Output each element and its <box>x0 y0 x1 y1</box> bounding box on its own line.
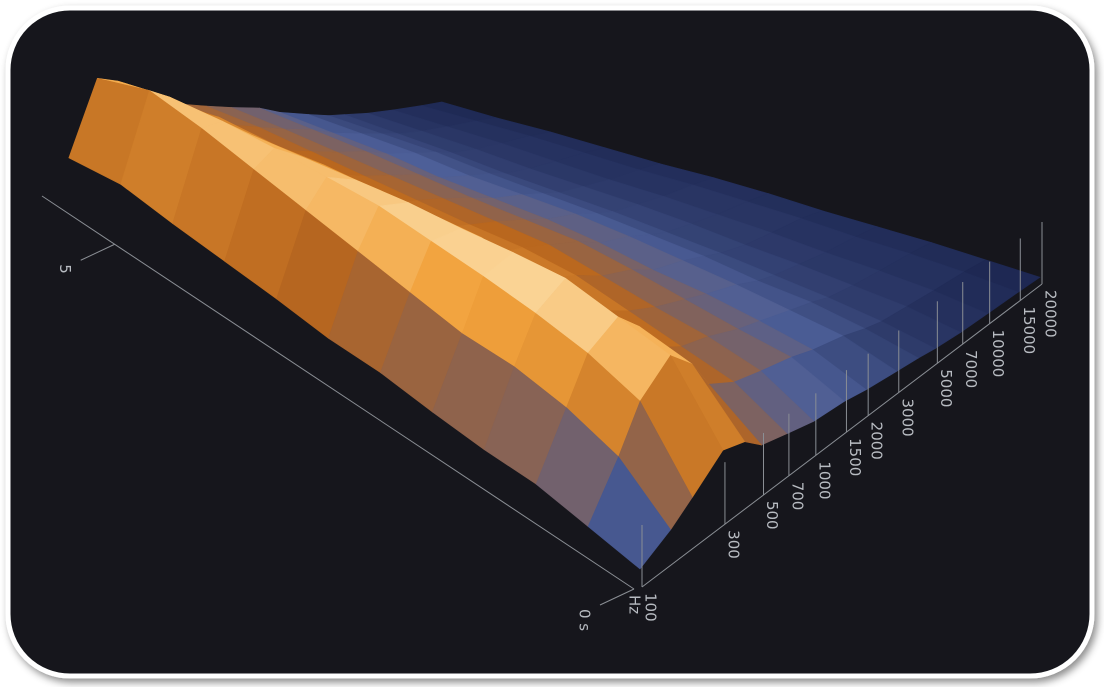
x-tick-label: 5000 <box>937 369 955 407</box>
x-tick-label: 20000 <box>1042 290 1060 338</box>
x-tick-label: 2000 <box>868 422 886 460</box>
x-tick-label: 1500 <box>846 438 864 476</box>
x-tick-label: 700 <box>788 482 806 511</box>
x-tick-label: 500 <box>763 501 781 530</box>
x-axis-label: Hz <box>626 595 644 614</box>
x-tick-label: 15000 <box>1020 306 1038 354</box>
y-tick-label: 5 <box>56 264 74 274</box>
x-tick-label: 3000 <box>898 398 916 436</box>
y-tick-label: 0 s <box>576 609 594 631</box>
x-tick-label: 300 <box>724 530 742 559</box>
page: {"chart_data": { "type": "surface", "xla… <box>0 0 1104 687</box>
x-tick-label: 7000 <box>962 350 980 388</box>
x-tick-label: 1000 <box>815 461 833 499</box>
chart: 1003005007001000150020003000500070001000… <box>0 0 1104 687</box>
x-tick-label: 10000 <box>989 330 1007 378</box>
